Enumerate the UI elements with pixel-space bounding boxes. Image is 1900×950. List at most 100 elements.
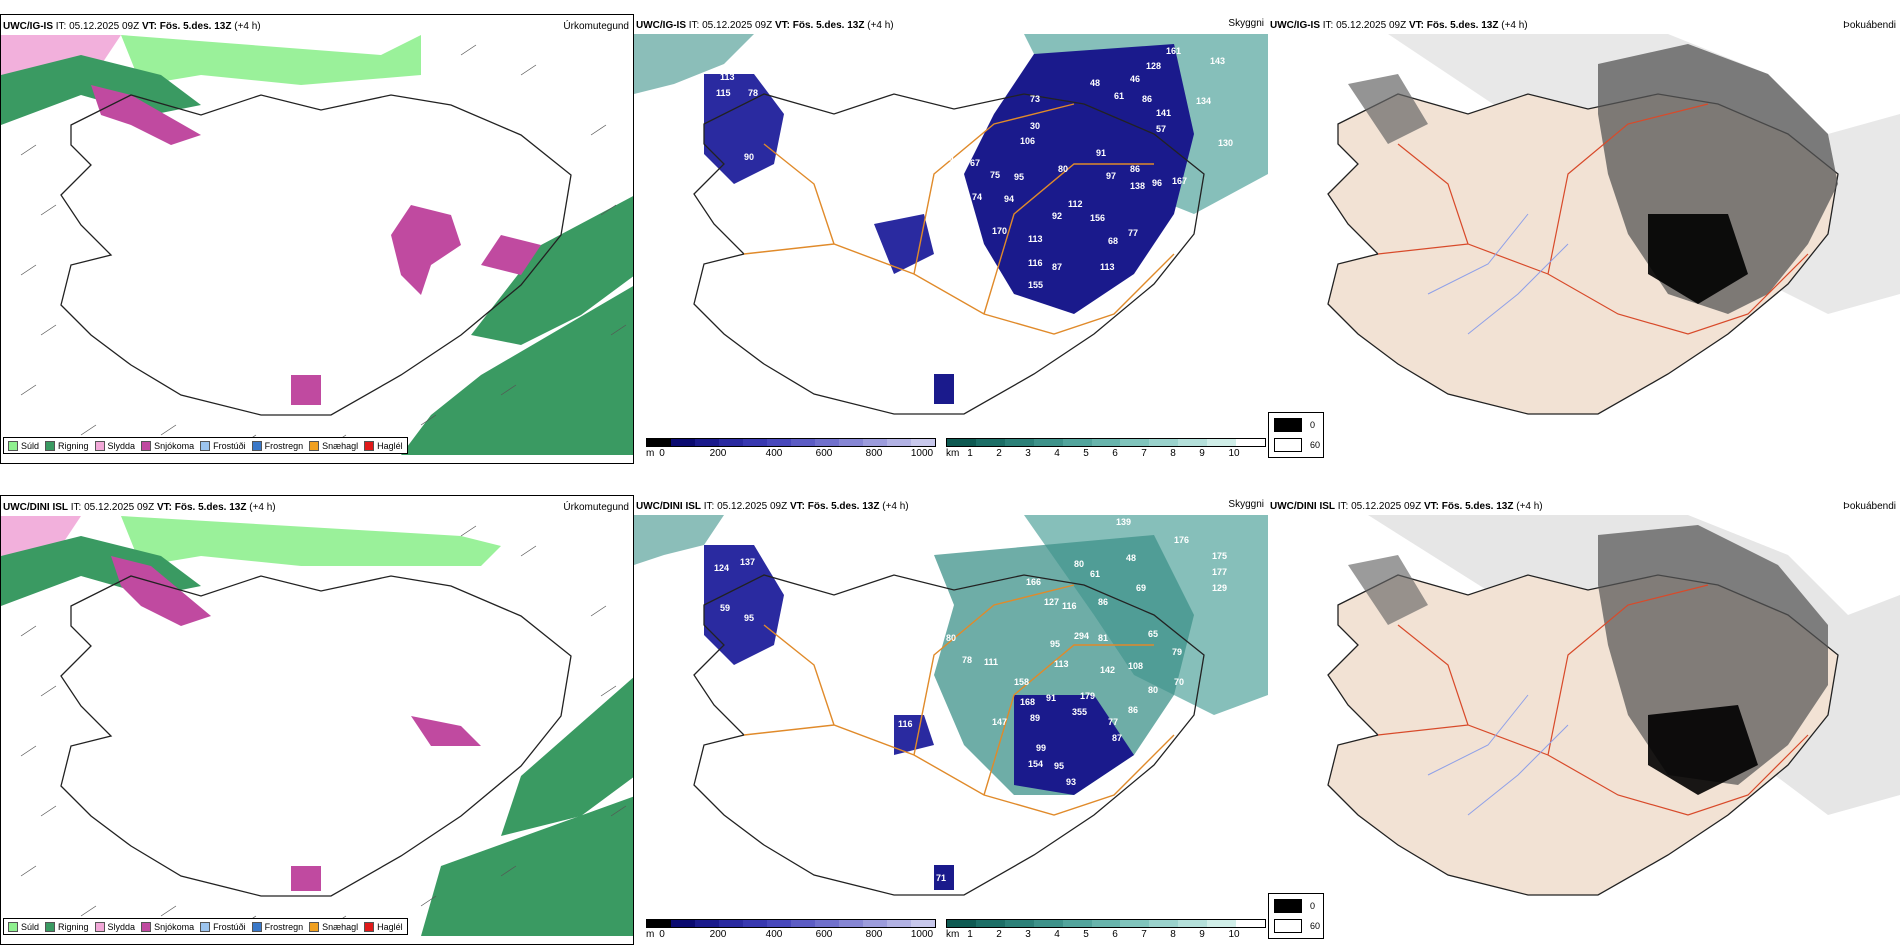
vis-label: 94: [1004, 194, 1014, 204]
swatch-slydda: [94, 921, 105, 932]
vis-label: 91: [1046, 693, 1056, 703]
panel-title-visibility-row1: Skyggni: [1228, 18, 1264, 29]
swatch-snaehagl: [309, 440, 320, 451]
cbar-swatch: [791, 439, 815, 446]
visibility-colorbar-ticks: km 1 2 3 4 5 6 7 8 9 10: [946, 448, 1266, 460]
swatch-rigning: [45, 921, 56, 932]
cbar-swatch: [1207, 920, 1237, 927]
cbar-swatch: [839, 439, 863, 446]
vis-label: 137: [740, 557, 755, 567]
vis-label: 106: [1020, 136, 1035, 146]
swatch-haglel: [364, 440, 375, 451]
vis-label: 75: [990, 170, 1000, 180]
vis-label: 77: [1108, 717, 1118, 727]
cbar-swatch: [719, 439, 743, 446]
visibility-colorbar-row1: km 1 2 3 4 5 6 7 8 9 10: [946, 438, 1266, 459]
swatch-sudl: [8, 921, 18, 932]
cbar-tick: 3: [1025, 448, 1031, 459]
cbar-swatch: [1004, 920, 1034, 927]
cbar-swatch: [1236, 439, 1265, 446]
cbar-tick: 10: [1228, 929, 1240, 940]
legend-item-haglel: Haglél: [364, 440, 403, 451]
legend-item-snaehagl: Snæhagl: [309, 440, 358, 451]
vis-label: 86: [1128, 705, 1138, 715]
cbar-swatch: [911, 920, 935, 927]
cbar-swatch: [671, 920, 695, 927]
cbar-tick: 800: [865, 448, 883, 459]
cbar-swatch: [767, 439, 791, 446]
vis-label: 59: [720, 603, 730, 613]
cbar-swatch: [647, 439, 671, 446]
cbar-swatch: [695, 439, 719, 446]
precip-type-legend-row1: Súld Rigning Slydda Snjókoma Frostúði Fr…: [3, 437, 408, 454]
fog-legend-row-0: 0: [1274, 899, 1315, 913]
vis-label: 73: [946, 246, 956, 256]
vis-label: 92: [784, 595, 794, 605]
cbar-swatch: [1062, 439, 1092, 446]
cbar-swatch: [1149, 920, 1179, 927]
legend-item-rigning: Rigning: [45, 440, 89, 451]
legend-item-snjokoma: Snjókoma: [141, 440, 194, 451]
vis-label: 99: [1036, 743, 1046, 753]
cbar-swatch: [975, 920, 1005, 927]
cbar-tick: 800: [865, 929, 883, 940]
cbar-tick: 8: [1170, 929, 1176, 940]
vis-label: 65: [1148, 629, 1158, 639]
swatch-sudl: [8, 440, 18, 451]
cbar-swatch: [647, 920, 671, 927]
precip-type-panel-row1: UWC/IG-IS IT: 05.12.2025 09Z VT: Fös. 5.…: [0, 14, 634, 464]
vis-label: 90: [744, 152, 754, 162]
cbar-swatch: [815, 920, 839, 927]
vis-label: 127: [1044, 597, 1059, 607]
rivers-row1-fog: [1427, 213, 1569, 335]
cbar-swatch: [791, 920, 815, 927]
vis-label: 87: [1112, 733, 1122, 743]
vis-label: 91: [1096, 148, 1106, 158]
road-network-row2-vis: [743, 584, 1175, 816]
precip-type-panel-row2: UWC/DINI ISL IT: 05.12.2025 09Z VT: Fös.…: [0, 495, 634, 945]
panel-header-fog-row1: UWC/IG-IS IT: 05.12.2025 09Z VT: Fös. 5.…: [1270, 20, 1528, 31]
vis-label: 69: [784, 118, 794, 128]
vis-label: 71: [936, 873, 946, 883]
fog-legend-row1: 0 60: [1268, 412, 1324, 458]
vis-label: 113: [1054, 659, 1069, 669]
legend-item-frostregn: Frostregn: [251, 921, 303, 932]
iceland-outline-row1-precip: [60, 94, 572, 416]
cbar-swatch: [671, 439, 695, 446]
precip-type-legend-row2: Súld Rigning Slydda Snjókoma Frostúði Fr…: [3, 918, 408, 935]
vis-label: 80: [1062, 811, 1072, 821]
visibility-colorbar-swatches: [946, 919, 1266, 928]
cbar-tick: 600: [815, 929, 833, 940]
cbar-tick: 1: [967, 929, 973, 940]
iceland-outline-row1-vis: [693, 93, 1205, 415]
cbar-swatch: [695, 920, 719, 927]
cbar-swatch: [1091, 439, 1121, 446]
vis-label: 80: [1074, 559, 1084, 569]
precip-map-row2: [1, 496, 633, 944]
swatch-frostudi: [200, 921, 211, 932]
fog-legend-swatch-black: [1274, 899, 1302, 913]
iceland-outline-row2-vis: [693, 574, 1205, 896]
cbar-tick: 6: [1112, 929, 1118, 940]
swatch-frostregn: [251, 440, 262, 451]
vis-label: 111: [984, 657, 998, 667]
cbar-unit: km: [946, 929, 960, 940]
vis-label: 57: [1156, 124, 1166, 134]
cbar-swatch: [1207, 439, 1237, 446]
fog-legend-swatch-black: [1274, 418, 1302, 432]
vis-label: 128: [1146, 61, 1161, 71]
vis-label: 158: [1014, 677, 1029, 687]
vis-label: 138: [1130, 181, 1145, 191]
cbar-tick: 1000: [910, 929, 934, 940]
cbar-tick: 400: [765, 929, 783, 940]
cbar-unit: m: [646, 448, 655, 459]
cbar-swatch: [1062, 920, 1092, 927]
panel-title-visibility-row2: Skyggni: [1228, 499, 1264, 510]
vis-label: 86: [966, 238, 976, 248]
panel-header-precip-row2: UWC/DINI ISL IT: 05.12.2025 09Z VT: Fös.…: [3, 502, 276, 513]
rivers-row2-fog: [1427, 694, 1569, 816]
legend-item-slydda: Slydda: [94, 440, 135, 451]
precip-map-row1: [1, 15, 633, 463]
fog-map-row1: [1268, 14, 1900, 464]
vis-label: 95: [744, 613, 754, 623]
